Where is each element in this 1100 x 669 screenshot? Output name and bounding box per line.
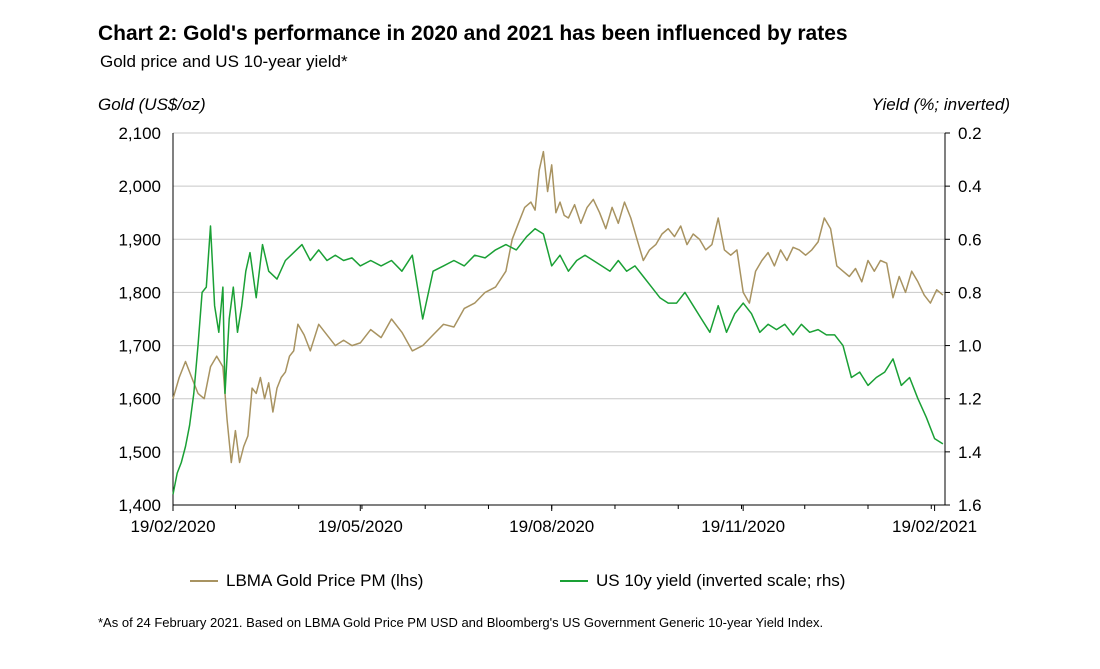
y-right-tick-label: 1.4: [958, 443, 982, 462]
y-right-tick-label: 0.6: [958, 230, 982, 249]
x-tick-label: 19/08/2020: [509, 517, 594, 536]
x-tick-label: 19/02/2021: [892, 517, 977, 536]
y-right-tick-label: 1.6: [958, 496, 982, 515]
y-left-tick-label: 1,800: [118, 283, 161, 302]
legend-item-yield: US 10y yield (inverted scale; rhs): [560, 571, 845, 591]
legend-yield-label: US 10y yield (inverted scale; rhs): [596, 571, 846, 590]
y-right-tick-label: 1.2: [958, 390, 982, 409]
y-right-tick-label: 1.0: [958, 337, 982, 356]
chart-title: Chart 2: Gold's performance in 2020 and …: [98, 22, 848, 45]
y-left-tick-label: 1,600: [118, 390, 161, 409]
x-tick-label: 19/11/2020: [701, 517, 785, 536]
gold-price-line: [172, 150, 944, 464]
x-tick-label: 19/02/2020: [130, 517, 215, 536]
y-right-axis-title: Yield (%; inverted): [871, 95, 1010, 114]
legend-item-gold: LBMA Gold Price PM (lhs): [190, 571, 423, 591]
y-left-tick-label: 1,700: [118, 337, 161, 356]
chart-subtitle: Gold price and US 10-year yield*: [100, 52, 348, 71]
y-right-tick-label: 0.4: [958, 177, 982, 196]
yield-line-swatch: [560, 580, 588, 582]
x-tick-label: 19/05/2020: [318, 517, 403, 536]
footnote: *As of 24 February 2021. Based on LBMA G…: [98, 615, 824, 630]
us-10y-yield-line: [172, 225, 944, 495]
y-left-tick-label: 1,900: [118, 230, 161, 249]
gold-line-swatch: [190, 580, 218, 582]
y-left-tick-label: 1,400: [118, 496, 161, 515]
y-right-tick-label: 0.2: [958, 124, 982, 143]
legend-gold-label: LBMA Gold Price PM (lhs): [226, 571, 424, 590]
y-left-tick-label: 1,500: [118, 443, 161, 462]
y-right-tick-label: 0.8: [958, 283, 982, 302]
y-left-tick-label: 2,000: [118, 177, 161, 196]
y-left-tick-label: 2,100: [118, 124, 161, 143]
y-left-axis-title: Gold (US$/oz): [98, 95, 206, 114]
